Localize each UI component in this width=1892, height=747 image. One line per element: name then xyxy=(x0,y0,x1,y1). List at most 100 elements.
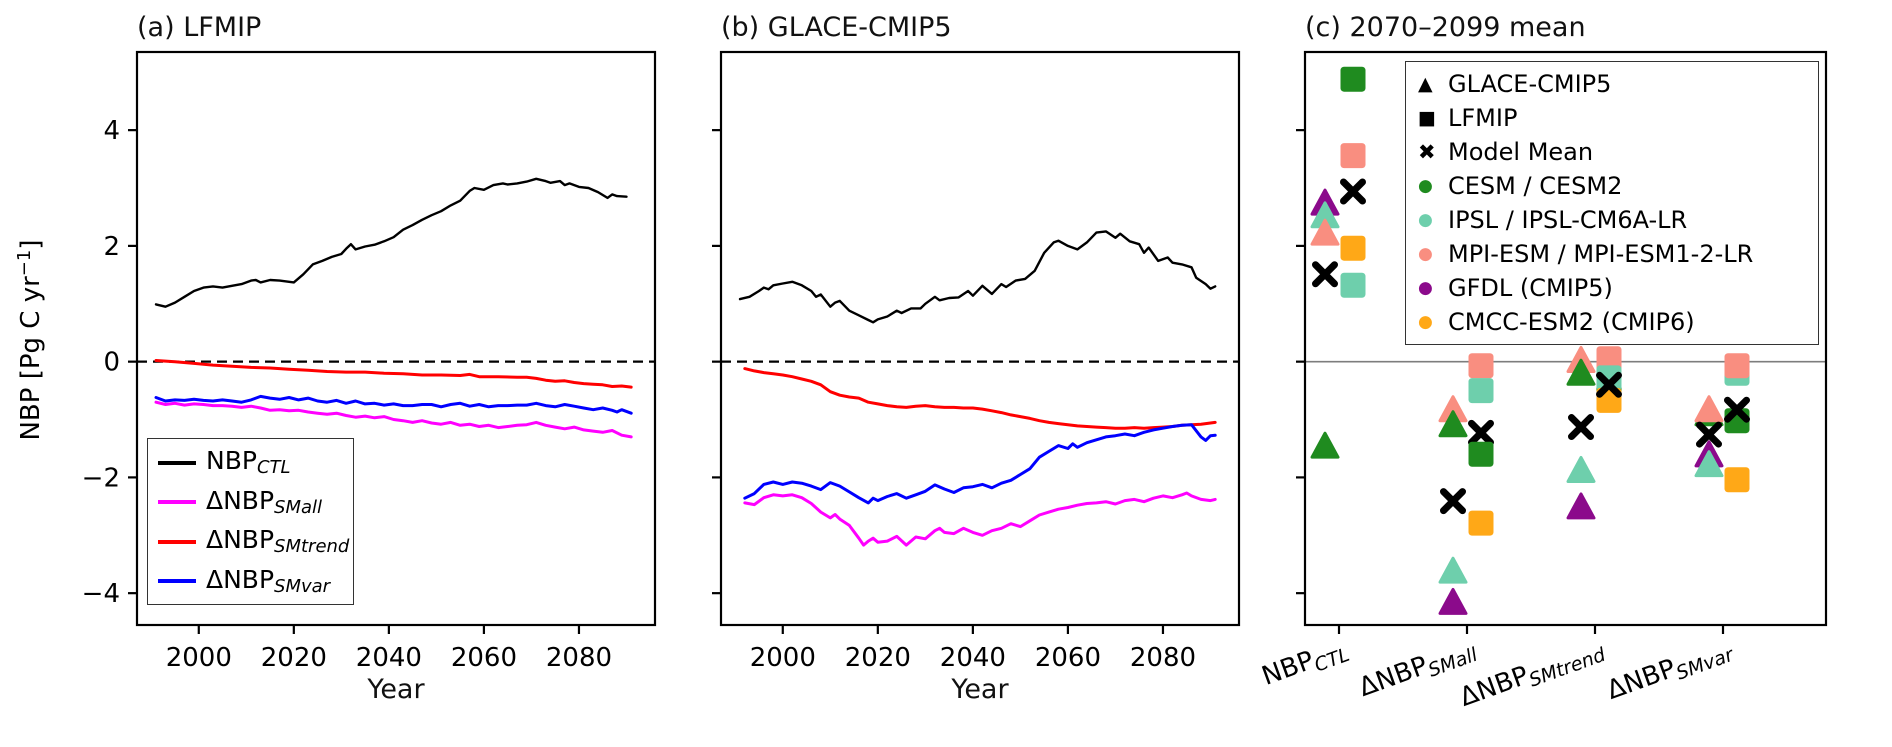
legend-line-swatch xyxy=(158,579,196,584)
marker-triangle-mpi-cat3 xyxy=(1694,395,1724,423)
category-label: ΔNBPSMtrend xyxy=(1456,633,1609,716)
legend-item: NBPCTL xyxy=(158,443,343,483)
series-line-dnbp-small-a xyxy=(154,400,633,439)
legend-item: ● GFDL (CMIP5) xyxy=(1418,271,1806,305)
marker-triangle-ipsl-cat1 xyxy=(1438,556,1468,584)
legend-item-label: ΔNBPSMtrend xyxy=(206,525,350,558)
circle-marker-icon: ● xyxy=(1418,175,1433,196)
series-line-dnbp-smvar-a xyxy=(154,394,633,415)
legend-item-label: MPI-ESM / MPI-ESM1-2-LR xyxy=(1448,240,1754,268)
panel-c-title: (c) 2070–2099 mean xyxy=(1305,12,1586,43)
y-axis-label: NBP [Pg C yr−1] xyxy=(14,239,46,441)
marker-square-cmcc-cat1 xyxy=(1468,510,1494,536)
series-line-nbp-ctl-b xyxy=(738,230,1217,324)
marker-square-ipsl-cat1 xyxy=(1468,378,1494,404)
legend-item-label: IPSL / IPSL-CM6A-LR xyxy=(1448,206,1688,234)
marker-square-cesm-cat1 xyxy=(1468,441,1494,467)
marker-square-cesm-cat0 xyxy=(1340,66,1366,92)
marker-x-mean-cat3 xyxy=(1724,396,1750,423)
circle-marker-icon: ● xyxy=(1418,243,1433,264)
marker-square-ipsl-cat0 xyxy=(1340,272,1366,298)
panel-c-frame xyxy=(1303,50,1828,627)
category-label: ΔNBPSMvar xyxy=(1603,633,1737,709)
y-axis-label-exponent: −1 xyxy=(14,249,35,277)
legend-item: ■ LFMIP xyxy=(1418,101,1806,135)
panel-b-title: (b) GLACE-CMIP5 xyxy=(721,12,952,43)
x-tick-label: 2080 xyxy=(1130,643,1196,673)
legend-item-label: Model Mean xyxy=(1448,138,1594,166)
x-tick-label: 2080 xyxy=(546,643,612,673)
marker-triangle-cesm-cat0 xyxy=(1310,431,1340,459)
legend-item: ▲ GLACE-CMIP5 xyxy=(1418,67,1806,101)
legend-item: ● CESM / CESM2 xyxy=(1418,169,1806,203)
panel-a: 4 2 0 −2 −4 2000 2020 2040 2060 2080 xyxy=(82,50,657,673)
legend-item-subscript: SMall xyxy=(274,496,323,518)
marker-square-ipsl-cat2 xyxy=(1596,365,1622,391)
series-line-dnbp-smtrend-b xyxy=(743,367,1217,430)
marker-triangle-mpi-cat0 xyxy=(1310,218,1340,246)
legend-line-swatch xyxy=(158,460,196,465)
x-tick-label: 2020 xyxy=(845,643,911,673)
legend-line-swatch xyxy=(158,539,196,544)
marker-x-mean-cat1 xyxy=(1440,488,1466,515)
panel-a-frame xyxy=(135,50,657,627)
legend-item: ΔNBPSMtrend xyxy=(158,522,349,562)
marker-triangle-gfdl-cat2 xyxy=(1566,492,1596,520)
marker-square-mpi-cat1 xyxy=(1468,353,1494,379)
marker-triangle-cesm-cat1 xyxy=(1438,410,1468,438)
legend-item: ΔNBPSMvar xyxy=(158,562,343,602)
marker-square-mpi-cat0 xyxy=(1340,143,1366,169)
legend-item: ΔNBPSMall xyxy=(158,483,343,523)
x-tick-label: 2040 xyxy=(940,643,1006,673)
y-tick-label: 0 xyxy=(103,348,120,378)
legend-item-subscript: SMtrend xyxy=(274,536,350,558)
circle-marker-icon: ● xyxy=(1418,209,1433,230)
circle-marker-icon: ● xyxy=(1418,311,1433,332)
panel-b-xlabel: Year xyxy=(951,674,1009,705)
marker-triangle-ipsl-cat3 xyxy=(1694,450,1724,478)
x-tick-label: 2020 xyxy=(261,643,327,673)
marker-x-mean-cat1 xyxy=(1468,419,1494,446)
marker-triangle-ipsl-cat2 xyxy=(1566,455,1596,483)
panel-a-title: (a) LFMIP xyxy=(137,12,262,43)
y-tick-label: −4 xyxy=(82,579,120,609)
marker-square-mpi-cat2 xyxy=(1596,346,1622,372)
panel-a-xlabel: Year xyxy=(367,674,425,705)
panel-b-frame xyxy=(719,50,1241,627)
x-tick-label: 2040 xyxy=(356,643,422,673)
marker-square-cmcc-cat0 xyxy=(1340,235,1366,261)
triangle-marker-icon: ▲ xyxy=(1418,72,1433,95)
panel-c-legend: ▲ GLACE-CMIP5 ■ LFMIP ✖ Model Mean ● CESM / CES… xyxy=(1405,61,1819,345)
marker-x-mean-cat3 xyxy=(1696,421,1722,448)
panel-a-legend: NBPCTL ΔNBPSMall ΔNBPSMtrend ΔNBPSMvar xyxy=(147,438,354,605)
series-line-nbp-ctl-a xyxy=(154,177,628,308)
marker-square-cmcc-cat3 xyxy=(1724,467,1750,493)
legend-item: ● CMCC-ESM2 (CMIP6) xyxy=(1418,305,1806,339)
legend-line-swatch xyxy=(158,500,196,505)
legend-item-label: CESM / CESM2 xyxy=(1448,172,1623,200)
legend-item-subscript: SMvar xyxy=(274,575,331,597)
legend-item-label: CMCC-ESM2 (CMIP6) xyxy=(1448,308,1695,336)
legend-item-subscript: CTL xyxy=(256,457,291,479)
marker-triangle-cesm-cat2 xyxy=(1566,358,1596,386)
marker-x-mean-cat0 xyxy=(1340,178,1366,205)
series-line-dnbp-smtrend-a xyxy=(154,359,633,389)
legend-item-label: LFMIP xyxy=(1448,104,1518,132)
category-label: NBPCTL xyxy=(1258,633,1352,694)
legend-item-label: GFDL (CMIP5) xyxy=(1448,274,1613,302)
y-tick-label: 4 xyxy=(103,116,120,146)
marker-triangle-gfdl-cat1 xyxy=(1438,587,1468,615)
x-marker-icon: ✖ xyxy=(1418,139,1436,164)
y-tick-label: −2 xyxy=(82,463,120,493)
panel-b: 2000 2020 2040 2060 2080 xyxy=(712,50,1241,673)
series-line-dnbp-small-b xyxy=(743,491,1217,547)
series-line-dnbp-smvar-b xyxy=(743,423,1217,505)
legend-item-label: GLACE-CMIP5 xyxy=(1448,70,1612,98)
legend-item-label: ΔNBPSMvar xyxy=(206,564,331,597)
legend-item-label: NBPCTL xyxy=(206,446,291,479)
square-marker-icon: ■ xyxy=(1418,106,1436,129)
x-tick-label: 2000 xyxy=(166,643,232,673)
